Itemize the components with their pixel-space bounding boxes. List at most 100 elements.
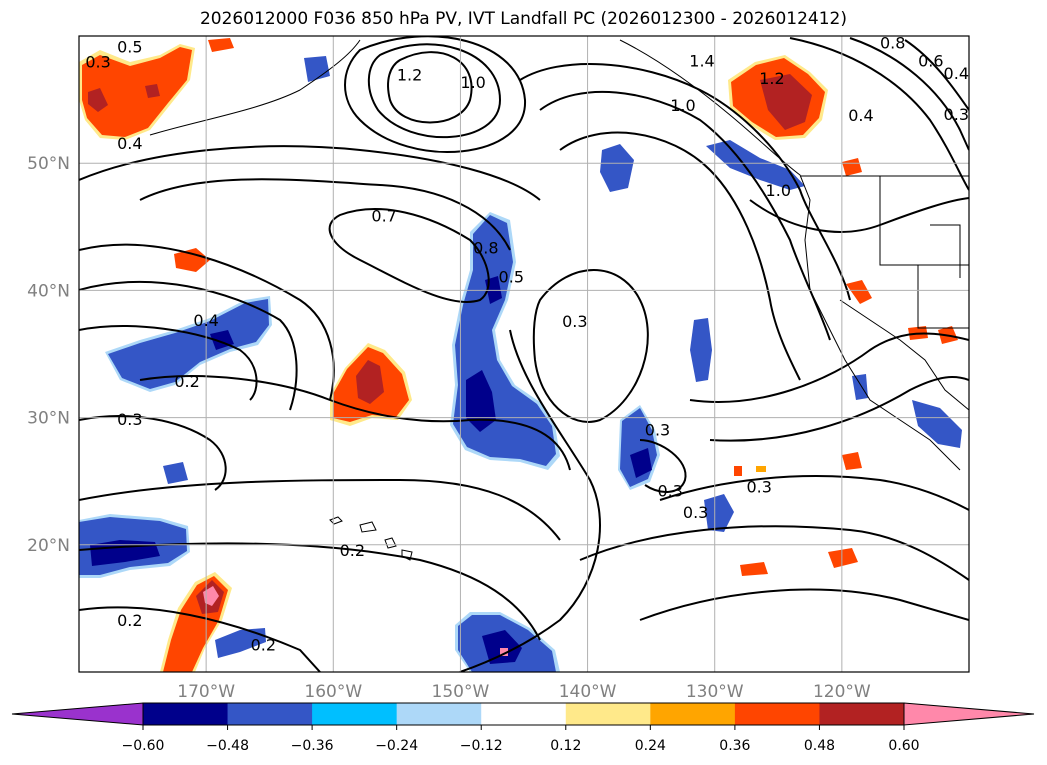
pv-anomaly-positive (760, 74, 812, 130)
colorbar: −0.60 −0.48 −0.36 −0.24 −0.12 0.12 0.24 0.36 0.4… (11, 702, 1035, 754)
contour-label: 1.0 (460, 73, 485, 92)
colorbar-segment (396, 703, 482, 725)
contour-label: 1.2 (397, 65, 422, 84)
pv-anomaly-negative (630, 448, 652, 478)
contour-label: 1.0 (670, 96, 695, 115)
colorbar-tick-label: −0.60 (122, 738, 165, 754)
map-title: 2026012000 F036 850 hPa PV, IVT Landfall… (199, 9, 847, 29)
lon-tick-label: 120°W (813, 682, 871, 702)
contour-label: 0.3 (657, 481, 682, 500)
lat-tick-label: 50°N (27, 154, 70, 174)
contour-label: 0.8 (473, 238, 498, 257)
pv-anomaly-negative (690, 318, 712, 382)
contour-label: 0.3 (117, 410, 142, 429)
pv-contour-line (79, 243, 335, 401)
contour-label: 0.3 (683, 503, 708, 522)
contour-label: 0.2 (117, 611, 142, 630)
lon-tick-label: 150°W (432, 682, 490, 702)
pv-contour-line (689, 332, 969, 403)
contour-label: 0.7 (371, 207, 396, 226)
colorbar-under-extension (11, 702, 144, 726)
lon-tick-label: 140°W (559, 682, 617, 702)
pv-contour-line (367, 43, 502, 139)
pv-anomaly-negative (215, 628, 266, 658)
contour-label: 0.3 (645, 420, 670, 439)
pv-anomaly-negative (163, 462, 188, 484)
contour-label: 0.4 (193, 311, 218, 330)
pv-anomaly-positive (174, 248, 210, 272)
pv-anomaly-negative (304, 56, 330, 82)
pv-anomaly-positive (756, 466, 766, 472)
contour-label: 1.4 (689, 51, 714, 70)
coastline (619, 39, 961, 471)
pv-contour-line (459, 329, 601, 672)
pv-contour-line (659, 475, 969, 511)
island (329, 516, 343, 525)
colorbar-tick-label: 0.60 (888, 738, 919, 754)
pv-contour-line (344, 36, 527, 154)
pv-anomaly-positive (145, 84, 160, 98)
colorbar-tick-label: 0.36 (719, 738, 750, 754)
pv-contour-line (532, 269, 649, 423)
island (401, 549, 413, 561)
coastlines (149, 39, 969, 561)
pv-anomaly-negative (453, 215, 556, 466)
pv-anomaly-positive (88, 88, 108, 112)
contour-label: 0.6 (918, 51, 943, 70)
pv-anomaly-positive (846, 280, 872, 304)
pv-contour-line (709, 376, 969, 442)
pv-contour-line (139, 178, 511, 251)
pv-anomaly-negative (912, 400, 962, 448)
pv-anomaly-positive (82, 47, 192, 137)
contour-label: 0.4 (848, 106, 873, 125)
pv-anomaly-positive (208, 38, 234, 52)
lon-tick-label: 170°W (177, 682, 235, 702)
lon-tick-label: 130°W (686, 682, 744, 702)
pv-anomaly-positive (842, 452, 862, 470)
contour-label: 0.2 (340, 541, 365, 560)
colorbar-segment (819, 703, 905, 725)
contour-label: 0.4 (944, 64, 969, 83)
pv-contour-line (79, 415, 227, 491)
coastline (149, 39, 361, 136)
colorbar-over-extension (903, 702, 1035, 726)
pv-contour-line (79, 280, 298, 411)
pv-contour-line (559, 131, 801, 381)
pv-contour-line (139, 375, 571, 471)
contour-label: 0.2 (251, 635, 276, 654)
pv-contour-line (79, 606, 321, 672)
pv-contour-line (387, 51, 473, 124)
graticule (79, 36, 969, 672)
contour-label: 0.5 (117, 37, 142, 56)
colorbar-segment (650, 703, 736, 725)
pv-anomaly-negative (482, 630, 522, 664)
state-border (917, 265, 969, 329)
pv-contour-line (639, 588, 969, 621)
colorbar-tick-label: 0.24 (635, 738, 666, 754)
pv-shading (79, 38, 962, 672)
contour-label: 0.2 (174, 372, 199, 391)
pv-contour-line (328, 208, 490, 303)
pv-contour-line (539, 90, 831, 341)
colorbar-tick-label: −0.24 (375, 738, 418, 754)
contour-labels: 0.51.2 1.01.40.80.60.40.30.41.21.01.00.30… (85, 36, 969, 654)
contour-label: 0.4 (117, 134, 142, 153)
pv-contour-line (849, 37, 969, 151)
colorbar-tick-label: 0.48 (804, 738, 835, 754)
lat-tick-label: 20°N (27, 536, 70, 556)
colorbar-segment (312, 703, 398, 725)
colorbar-segment (481, 703, 567, 725)
pv-contour-line (79, 325, 258, 401)
island (359, 521, 377, 533)
pv-anomaly-positive (828, 548, 858, 568)
pv-contours (79, 36, 969, 672)
lon-tick-label: 160°W (304, 682, 362, 702)
state-border (930, 224, 961, 278)
pv-contour-line (579, 525, 969, 581)
pv-contour-line (904, 39, 969, 111)
colorbar-tick-label: 0.12 (550, 738, 581, 754)
pv-anomaly-positive (734, 466, 742, 476)
colorbar-frame (142, 702, 905, 726)
pv-anomaly-positive (740, 562, 768, 576)
